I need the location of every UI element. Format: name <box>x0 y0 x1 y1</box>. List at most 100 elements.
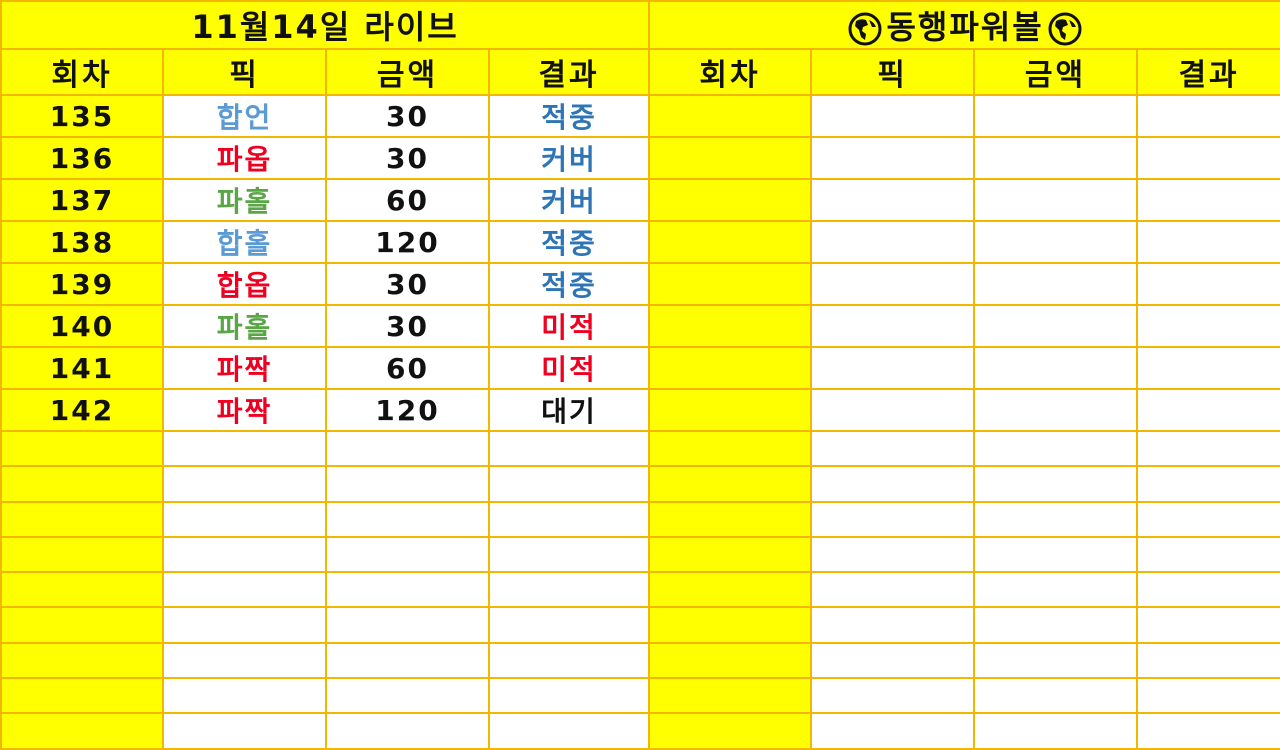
right-cell-amount[interactable] <box>973 262 1139 306</box>
left-cell-round[interactable] <box>0 535 164 574</box>
left-cell-result[interactable] <box>487 429 651 468</box>
right-cell-round[interactable] <box>648 388 813 432</box>
left-cell-pick[interactable] <box>162 677 327 715</box>
left-cell-pick[interactable] <box>162 712 327 750</box>
right-cell-result[interactable] <box>1136 641 1280 680</box>
right-cell-pick[interactable] <box>810 429 976 468</box>
right-cell-round[interactable] <box>648 136 813 180</box>
left-cell-amount[interactable] <box>325 535 490 574</box>
left-cell-round[interactable] <box>0 429 164 468</box>
right-cell-round[interactable] <box>648 641 813 680</box>
left-cell-pick[interactable]: 합옵 <box>162 262 327 306</box>
left-cell-round[interactable] <box>0 606 164 644</box>
right-cell-amount[interactable] <box>973 94 1139 138</box>
left-cell-result[interactable] <box>487 712 651 750</box>
left-cell-round[interactable] <box>0 500 164 538</box>
left-cell-round[interactable]: 135 <box>0 94 164 138</box>
left-cell-result[interactable]: 커버 <box>487 178 651 222</box>
right-cell-round[interactable] <box>648 535 813 574</box>
left-cell-amount[interactable]: 30 <box>325 94 490 138</box>
left-cell-round[interactable]: 141 <box>0 346 164 390</box>
left-cell-amount[interactable]: 120 <box>325 220 490 264</box>
right-cell-result[interactable] <box>1136 178 1280 222</box>
right-cell-result[interactable] <box>1136 136 1280 180</box>
left-cell-result[interactable]: 커버 <box>487 136 651 180</box>
right-cell-round[interactable] <box>648 500 813 538</box>
left-cell-pick[interactable]: 파홀 <box>162 304 327 348</box>
left-cell-amount[interactable]: 60 <box>325 178 490 222</box>
left-cell-round[interactable] <box>0 465 164 503</box>
left-cell-pick[interactable] <box>162 571 327 609</box>
right-cell-result[interactable] <box>1136 304 1280 348</box>
right-cell-pick[interactable] <box>810 346 976 390</box>
left-cell-round[interactable]: 136 <box>0 136 164 180</box>
right-cell-result[interactable] <box>1136 388 1280 432</box>
right-cell-pick[interactable] <box>810 677 976 715</box>
right-cell-result[interactable] <box>1136 220 1280 264</box>
left-cell-result[interactable]: 미적 <box>487 304 651 348</box>
right-cell-round[interactable] <box>648 712 813 750</box>
left-cell-pick[interactable]: 파홀 <box>162 178 327 222</box>
left-cell-pick[interactable] <box>162 641 327 680</box>
right-cell-round[interactable] <box>648 346 813 390</box>
right-cell-result[interactable] <box>1136 712 1280 750</box>
left-cell-pick[interactable]: 합홀 <box>162 220 327 264</box>
right-cell-result[interactable] <box>1136 535 1280 574</box>
left-cell-amount[interactable] <box>325 429 490 468</box>
left-cell-result[interactable] <box>487 500 651 538</box>
right-cell-amount[interactable] <box>973 388 1139 432</box>
left-cell-result[interactable]: 미적 <box>487 346 651 390</box>
left-cell-result[interactable] <box>487 677 651 715</box>
left-cell-amount[interactable] <box>325 606 490 644</box>
right-cell-result[interactable] <box>1136 571 1280 609</box>
right-cell-pick[interactable] <box>810 500 976 538</box>
left-cell-round[interactable] <box>0 571 164 609</box>
left-cell-result[interactable] <box>487 535 651 574</box>
left-cell-round[interactable]: 139 <box>0 262 164 306</box>
right-cell-amount[interactable] <box>973 304 1139 348</box>
left-cell-round[interactable]: 140 <box>0 304 164 348</box>
left-cell-pick[interactable]: 파짝 <box>162 346 327 390</box>
left-cell-round[interactable] <box>0 677 164 715</box>
left-cell-amount[interactable]: 60 <box>325 346 490 390</box>
right-cell-pick[interactable] <box>810 465 976 503</box>
left-cell-result[interactable]: 적중 <box>487 262 651 306</box>
left-cell-result[interactable] <box>487 606 651 644</box>
right-cell-round[interactable] <box>648 571 813 609</box>
left-cell-round[interactable]: 138 <box>0 220 164 264</box>
left-cell-result[interactable]: 적중 <box>487 220 651 264</box>
right-cell-pick[interactable] <box>810 262 976 306</box>
right-cell-round[interactable] <box>648 94 813 138</box>
left-cell-amount[interactable] <box>325 500 490 538</box>
left-cell-amount[interactable]: 30 <box>325 136 490 180</box>
right-cell-round[interactable] <box>648 178 813 222</box>
right-cell-pick[interactable] <box>810 136 976 180</box>
left-cell-amount[interactable]: 30 <box>325 304 490 348</box>
right-cell-pick[interactable] <box>810 94 976 138</box>
left-cell-result[interactable] <box>487 465 651 503</box>
left-cell-amount[interactable]: 30 <box>325 262 490 306</box>
left-cell-amount[interactable] <box>325 712 490 750</box>
right-cell-round[interactable] <box>648 262 813 306</box>
right-cell-amount[interactable] <box>973 606 1139 644</box>
left-cell-round[interactable] <box>0 641 164 680</box>
right-cell-round[interactable] <box>648 465 813 503</box>
right-cell-pick[interactable] <box>810 641 976 680</box>
right-cell-round[interactable] <box>648 606 813 644</box>
right-cell-amount[interactable] <box>973 641 1139 680</box>
right-cell-pick[interactable] <box>810 220 976 264</box>
left-cell-round[interactable]: 137 <box>0 178 164 222</box>
right-cell-amount[interactable] <box>973 677 1139 715</box>
right-cell-result[interactable] <box>1136 262 1280 306</box>
right-cell-result[interactable] <box>1136 429 1280 468</box>
right-cell-amount[interactable] <box>973 429 1139 468</box>
right-cell-round[interactable] <box>648 304 813 348</box>
right-cell-result[interactable] <box>1136 465 1280 503</box>
left-cell-pick[interactable]: 파짝 <box>162 388 327 432</box>
right-cell-result[interactable] <box>1136 606 1280 644</box>
right-cell-pick[interactable] <box>810 388 976 432</box>
right-cell-amount[interactable] <box>973 178 1139 222</box>
right-cell-amount[interactable] <box>973 220 1139 264</box>
right-cell-pick[interactable] <box>810 571 976 609</box>
right-cell-amount[interactable] <box>973 500 1139 538</box>
